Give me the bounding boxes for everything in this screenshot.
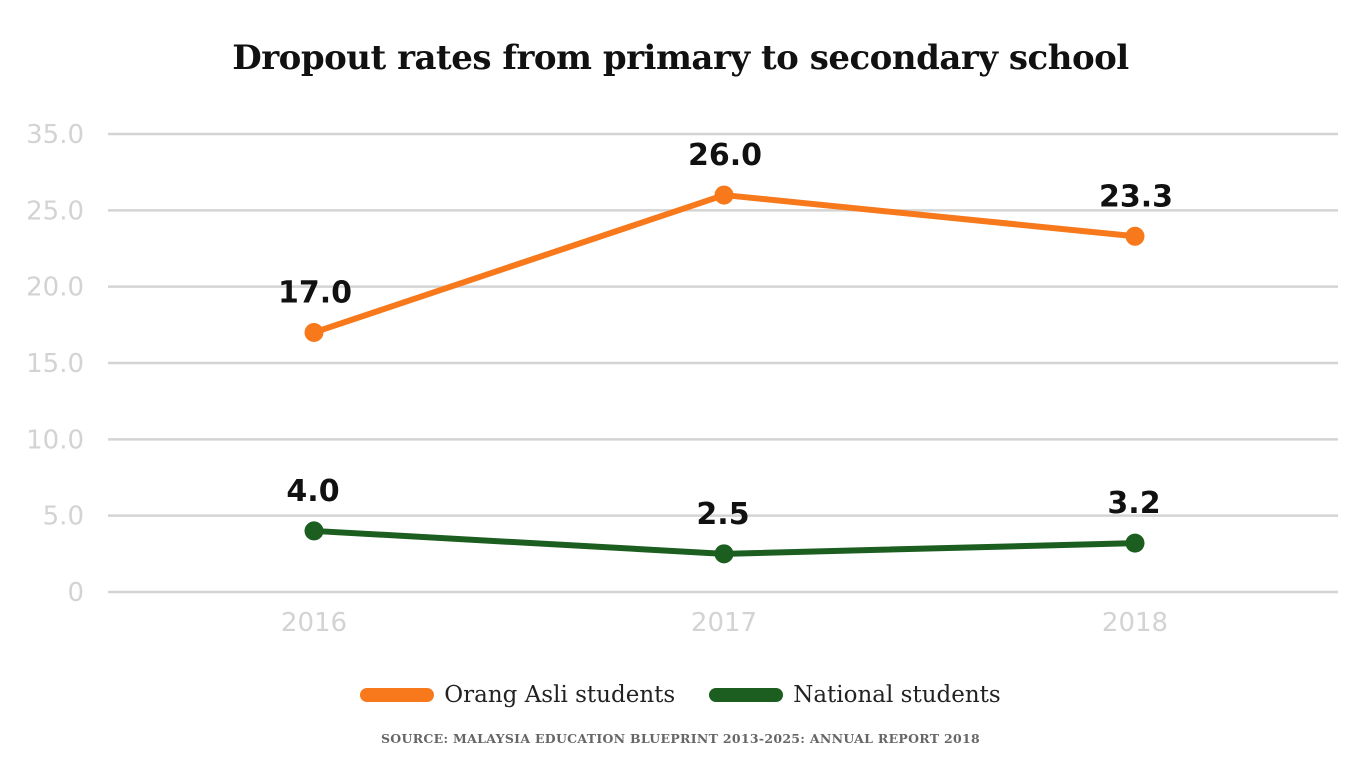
data-point: [304, 521, 324, 541]
y-tick-label: 0: [67, 578, 84, 608]
data-label: 3.2: [1107, 486, 1160, 521]
data-point: [1125, 226, 1145, 246]
series-lines: [304, 185, 1145, 564]
y-tick-label: 25.0: [26, 196, 84, 226]
y-tick-label: 5.0: [43, 502, 84, 532]
x-tick-label: 2016: [281, 608, 347, 638]
legend-swatch-national: [709, 688, 784, 702]
y-tick-label: 35.0: [26, 120, 84, 150]
data-label: 2.5: [696, 497, 749, 532]
legend-label-orang-asli: Orang Asli students: [444, 682, 676, 708]
legend-item-national: National students: [709, 682, 1001, 708]
chart-title: Dropout rates from primary to secondary …: [232, 38, 1129, 78]
legend-item-orang-asli: Orang Asli students: [360, 682, 675, 708]
x-tick-label: 2018: [1102, 608, 1168, 638]
data-point: [1125, 533, 1145, 553]
y-tick-label: 10.0: [26, 425, 84, 455]
data-point: [304, 322, 324, 342]
grid-lines: [108, 132, 1338, 594]
legend-label-national: National students: [793, 682, 1001, 708]
x-tick-label: 2017: [691, 608, 757, 638]
y-tick-label: 20.0: [26, 273, 84, 303]
data-label: 4.0: [286, 474, 339, 509]
data-label: 23.3: [1099, 179, 1173, 214]
y-tick-label: 15.0: [26, 349, 84, 379]
series-line: [311, 192, 1138, 336]
data-labels: 17.0 26.0 23.3 4.0 2.5 3.2: [278, 138, 1173, 532]
x-axis-ticks: 2016 2017 2018: [281, 608, 1168, 638]
data-point: [714, 185, 734, 205]
legend-swatch-orang-asli: [360, 688, 435, 702]
source-note: SOURCE: MALAYSIA EDUCATION BLUEPRINT 201…: [380, 731, 980, 746]
y-axis-ticks: 0 5.0 10.0 15.0 20.0 25.0 35.0: [26, 120, 84, 608]
data-label: 17.0: [278, 275, 352, 310]
legend: Orang Asli students National students: [0, 682, 1361, 708]
data-label: 26.0: [688, 138, 762, 173]
data-point: [714, 544, 734, 564]
